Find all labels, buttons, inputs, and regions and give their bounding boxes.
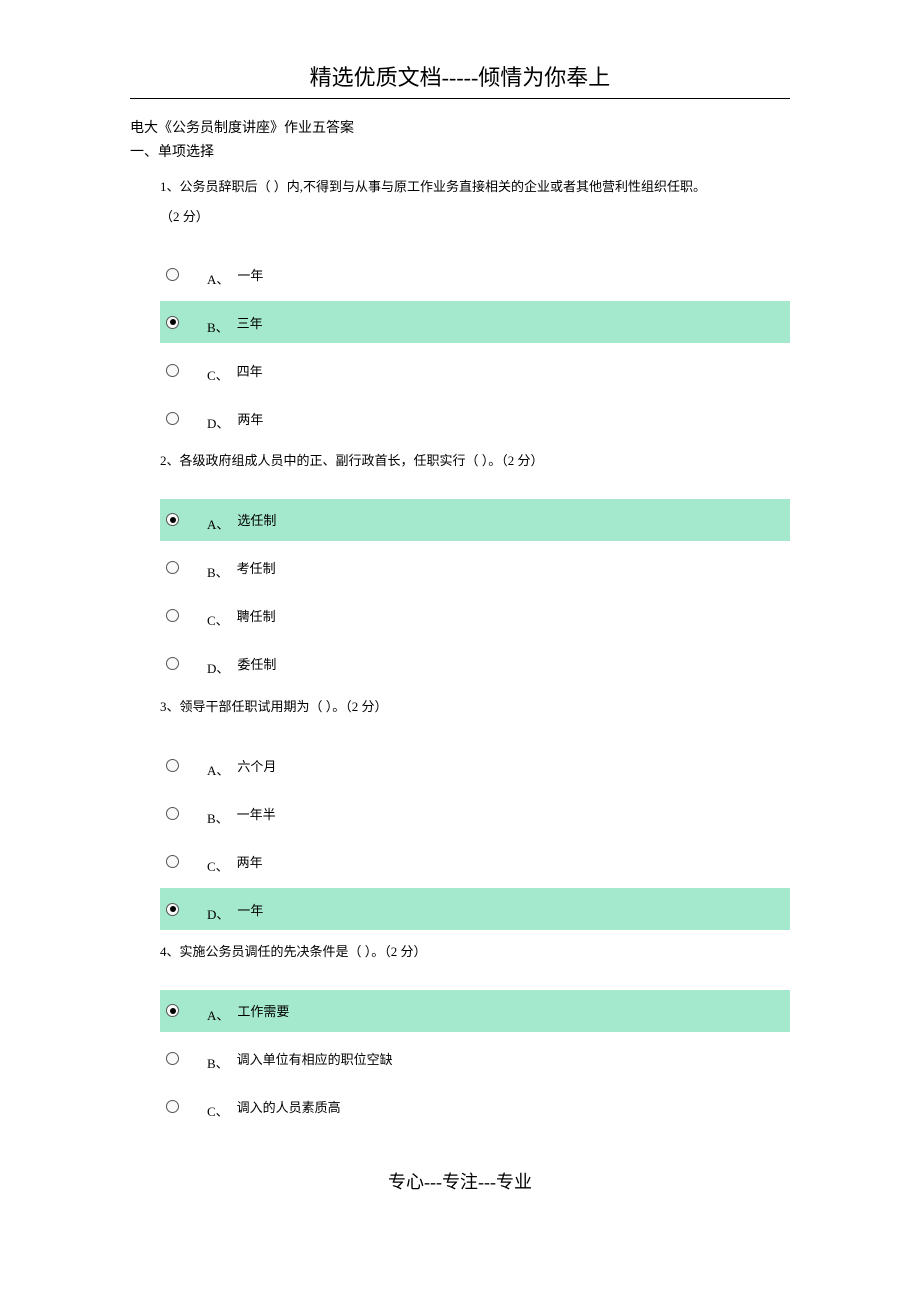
- option-text: 调入的人员素质高: [237, 1097, 341, 1116]
- option-row[interactable]: D、两年: [160, 397, 790, 439]
- option-text: 三年: [237, 313, 263, 332]
- question: 3、领导干部任职试用期为（ ）。（2 分） A、六个月 B、一年半 C、两年 D、一年: [130, 695, 790, 930]
- radio-icon[interactable]: [166, 609, 179, 622]
- header-rule: [130, 98, 790, 99]
- option-row[interactable]: D、委任制: [160, 643, 790, 685]
- option-row[interactable]: C、调入的人员素质高: [160, 1086, 790, 1128]
- question-text: 1、公务员辞职后（ ）内,不得到与从事与原工作业务直接相关的企业或者其他营利性组…: [160, 175, 790, 198]
- question-points: （2 分）: [160, 206, 790, 225]
- option-letter: B、: [207, 562, 229, 581]
- question: 2、各级政府组成人员中的正、副行政首长，任职实行（ ）。（2 分） A、选任制 B、…: [130, 449, 790, 684]
- option-letter: A、: [207, 1005, 229, 1024]
- spacer: [130, 726, 790, 744]
- option-row[interactable]: A、工作需要: [160, 990, 790, 1032]
- option-row[interactable]: D、一年: [160, 888, 790, 930]
- radio-icon[interactable]: [166, 364, 179, 377]
- radio-icon[interactable]: [166, 657, 179, 670]
- radio-icon[interactable]: [166, 1004, 179, 1017]
- option-row[interactable]: C、两年: [160, 840, 790, 882]
- option-row[interactable]: A、一年: [160, 253, 790, 295]
- question: 4、实施公务员调任的先决条件是（ ）。（2 分） A、工作需要 B、调入单位有相应的…: [130, 940, 790, 1127]
- question: 1、公务员辞职后（ ）内,不得到与从事与原工作业务直接相关的企业或者其他营利性组…: [130, 175, 790, 439]
- option-letter: A、: [207, 514, 229, 533]
- option-text: 两年: [237, 852, 263, 871]
- option-letter: C、: [207, 856, 229, 875]
- option-letter: B、: [207, 1053, 229, 1072]
- question-text: 3、领导干部任职试用期为（ ）。（2 分）: [160, 695, 790, 718]
- option-text: 四年: [237, 361, 263, 380]
- option-text: 一年: [237, 265, 263, 284]
- option-row[interactable]: A、选任制: [160, 499, 790, 541]
- option-letter: D、: [207, 413, 229, 432]
- option-letter: D、: [207, 658, 229, 677]
- page-header-title: 精选优质文档-----倾情为你奉上: [130, 60, 790, 92]
- option-text: 一年: [237, 900, 263, 919]
- option-letter: B、: [207, 317, 229, 336]
- option-row[interactable]: B、一年半: [160, 792, 790, 834]
- radio-icon[interactable]: [166, 412, 179, 425]
- option-letter: B、: [207, 808, 229, 827]
- option-text: 六个月: [237, 756, 276, 775]
- option-letter: A、: [207, 760, 229, 779]
- radio-icon[interactable]: [166, 1052, 179, 1065]
- option-letter: C、: [207, 1101, 229, 1120]
- option-row[interactable]: B、三年: [160, 301, 790, 343]
- question-text: 4、实施公务员调任的先决条件是（ ）。（2 分）: [160, 940, 790, 963]
- document-page: 精选优质文档-----倾情为你奉上 电大《公务员制度讲座》作业五答案 一、单项选…: [0, 0, 920, 1234]
- option-text: 两年: [237, 409, 263, 428]
- option-letter: A、: [207, 269, 229, 288]
- option-text: 委任制: [237, 654, 276, 673]
- radio-icon[interactable]: [166, 807, 179, 820]
- radio-icon[interactable]: [166, 316, 179, 329]
- radio-icon[interactable]: [166, 855, 179, 868]
- option-row[interactable]: B、考任制: [160, 547, 790, 589]
- section-title: 一、单项选择: [130, 141, 790, 161]
- option-text: 工作需要: [237, 1001, 289, 1020]
- option-text: 考任制: [237, 558, 276, 577]
- radio-icon[interactable]: [166, 561, 179, 574]
- page-footer-text: 专心---专注---专业: [130, 1168, 790, 1194]
- option-text: 调入单位有相应的职位空缺: [237, 1049, 393, 1068]
- radio-icon[interactable]: [166, 268, 179, 281]
- question-text: 2、各级政府组成人员中的正、副行政首长，任职实行（ ）。（2 分）: [160, 449, 790, 472]
- option-text: 聘任制: [237, 606, 276, 625]
- radio-icon[interactable]: [166, 759, 179, 772]
- option-row[interactable]: B、调入单位有相应的职位空缺: [160, 1038, 790, 1080]
- option-row[interactable]: A、六个月: [160, 744, 790, 786]
- option-row[interactable]: C、聘任制: [160, 595, 790, 637]
- option-text: 一年半: [237, 804, 276, 823]
- document-title: 电大《公务员制度讲座》作业五答案: [130, 117, 790, 137]
- option-text: 选任制: [237, 510, 276, 529]
- option-row[interactable]: C、四年: [160, 349, 790, 391]
- questions-container: 1、公务员辞职后（ ）内,不得到与从事与原工作业务直接相关的企业或者其他营利性组…: [130, 175, 790, 1128]
- radio-icon[interactable]: [166, 903, 179, 916]
- option-letter: C、: [207, 610, 229, 629]
- radio-icon[interactable]: [166, 1100, 179, 1113]
- spacer: [130, 235, 790, 253]
- spacer: [130, 972, 790, 990]
- option-letter: D、: [207, 904, 229, 923]
- spacer: [130, 481, 790, 499]
- radio-icon[interactable]: [166, 513, 179, 526]
- option-letter: C、: [207, 365, 229, 384]
